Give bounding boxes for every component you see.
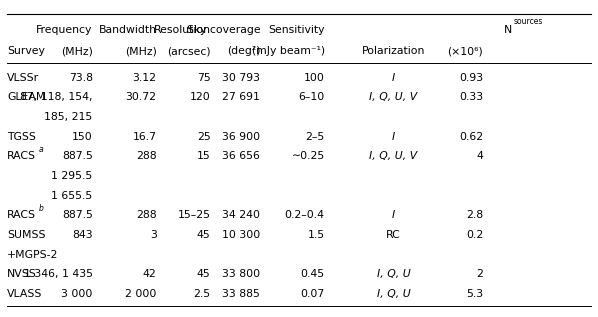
Text: 15: 15 <box>197 151 210 161</box>
Text: 27 691: 27 691 <box>222 92 260 102</box>
Text: 1 346, 1 435: 1 346, 1 435 <box>24 269 93 279</box>
Text: RACS: RACS <box>7 210 36 220</box>
Text: 10 300: 10 300 <box>222 230 260 240</box>
Text: 25: 25 <box>197 132 210 142</box>
Text: 30 793: 30 793 <box>222 73 260 83</box>
Text: 42: 42 <box>143 269 157 279</box>
Text: GLEAM: GLEAM <box>7 92 45 102</box>
Text: 887.5: 887.5 <box>62 210 93 220</box>
Text: Sensitivity: Sensitivity <box>269 25 325 35</box>
Text: (deg²): (deg²) <box>227 46 260 56</box>
Text: 843: 843 <box>72 230 93 240</box>
Text: I: I <box>392 132 395 142</box>
Text: 100: 100 <box>304 73 325 83</box>
Text: 16.7: 16.7 <box>133 132 157 142</box>
Text: 15–25: 15–25 <box>178 210 210 220</box>
Text: a: a <box>38 145 43 154</box>
Text: VLSSr: VLSSr <box>7 73 39 83</box>
Text: (MHz): (MHz) <box>125 46 157 56</box>
Text: 2 000: 2 000 <box>126 289 157 299</box>
Text: I, Q, U, V: I, Q, U, V <box>370 151 417 161</box>
Text: +MGPS-2: +MGPS-2 <box>7 249 59 260</box>
Text: 73.8: 73.8 <box>69 73 93 83</box>
Text: 2: 2 <box>477 269 483 279</box>
Text: 34 240: 34 240 <box>222 210 260 220</box>
Text: sources: sources <box>514 17 543 26</box>
Text: SUMSS: SUMSS <box>7 230 45 240</box>
Text: 3: 3 <box>150 230 157 240</box>
Text: 887.5: 887.5 <box>62 151 93 161</box>
Text: 1.5: 1.5 <box>307 230 325 240</box>
Text: NVSS: NVSS <box>7 269 37 279</box>
Text: 36 900: 36 900 <box>222 132 260 142</box>
Text: 0.93: 0.93 <box>459 73 483 83</box>
Text: 2.8: 2.8 <box>466 210 483 220</box>
Text: 33 800: 33 800 <box>222 269 260 279</box>
Text: I, Q, U, V: I, Q, U, V <box>370 92 417 102</box>
Text: (×10⁶): (×10⁶) <box>447 46 483 56</box>
Text: 0.45: 0.45 <box>301 269 325 279</box>
Text: (MHz): (MHz) <box>61 46 93 56</box>
Text: (mJy beam⁻¹): (mJy beam⁻¹) <box>252 46 325 56</box>
Text: Sky coverage: Sky coverage <box>187 25 260 35</box>
Text: 0.2–0.4: 0.2–0.4 <box>285 210 325 220</box>
Text: ∼0.25: ∼0.25 <box>291 151 325 161</box>
Text: TGSS: TGSS <box>7 132 36 142</box>
Text: RACS: RACS <box>7 151 36 161</box>
Text: 0.33: 0.33 <box>459 92 483 102</box>
Text: 5.3: 5.3 <box>466 289 483 299</box>
Text: Frequency: Frequency <box>36 25 93 35</box>
Text: 120: 120 <box>190 92 210 102</box>
Text: 0.2: 0.2 <box>466 230 483 240</box>
Text: 2–5: 2–5 <box>306 132 325 142</box>
Text: 1 655.5: 1 655.5 <box>51 191 93 201</box>
Text: I, Q, U: I, Q, U <box>377 269 410 279</box>
Text: 3.12: 3.12 <box>133 73 157 83</box>
Text: (arcsec): (arcsec) <box>167 46 210 56</box>
Text: 36 656: 36 656 <box>222 151 260 161</box>
Text: 33 885: 33 885 <box>222 289 260 299</box>
Text: 2.5: 2.5 <box>193 289 210 299</box>
Text: 6–10: 6–10 <box>298 92 325 102</box>
Text: VLASS: VLASS <box>7 289 42 299</box>
Text: Polarization: Polarization <box>362 46 425 56</box>
Text: b: b <box>38 204 43 213</box>
Text: N: N <box>504 25 512 35</box>
Text: 288: 288 <box>136 210 157 220</box>
Text: 288: 288 <box>136 151 157 161</box>
Text: 3 000: 3 000 <box>62 289 93 299</box>
Text: 4: 4 <box>477 151 483 161</box>
Text: I: I <box>392 210 395 220</box>
Text: 1 295.5: 1 295.5 <box>51 171 93 181</box>
Text: Survey: Survey <box>7 46 45 56</box>
Text: RC: RC <box>386 230 401 240</box>
Text: 0.07: 0.07 <box>300 289 325 299</box>
Text: 45: 45 <box>197 230 210 240</box>
Text: Bandwidth: Bandwidth <box>99 25 157 35</box>
Text: 150: 150 <box>72 132 93 142</box>
Text: 87, 118, 154,: 87, 118, 154, <box>20 92 93 102</box>
Text: 75: 75 <box>197 73 210 83</box>
Text: 185, 215: 185, 215 <box>44 112 93 122</box>
Text: 30.72: 30.72 <box>126 92 157 102</box>
Text: Resolution: Resolution <box>154 25 210 35</box>
Text: I, Q, U: I, Q, U <box>377 289 410 299</box>
Text: I: I <box>392 73 395 83</box>
Text: 45: 45 <box>197 269 210 279</box>
Text: 0.62: 0.62 <box>459 132 483 142</box>
